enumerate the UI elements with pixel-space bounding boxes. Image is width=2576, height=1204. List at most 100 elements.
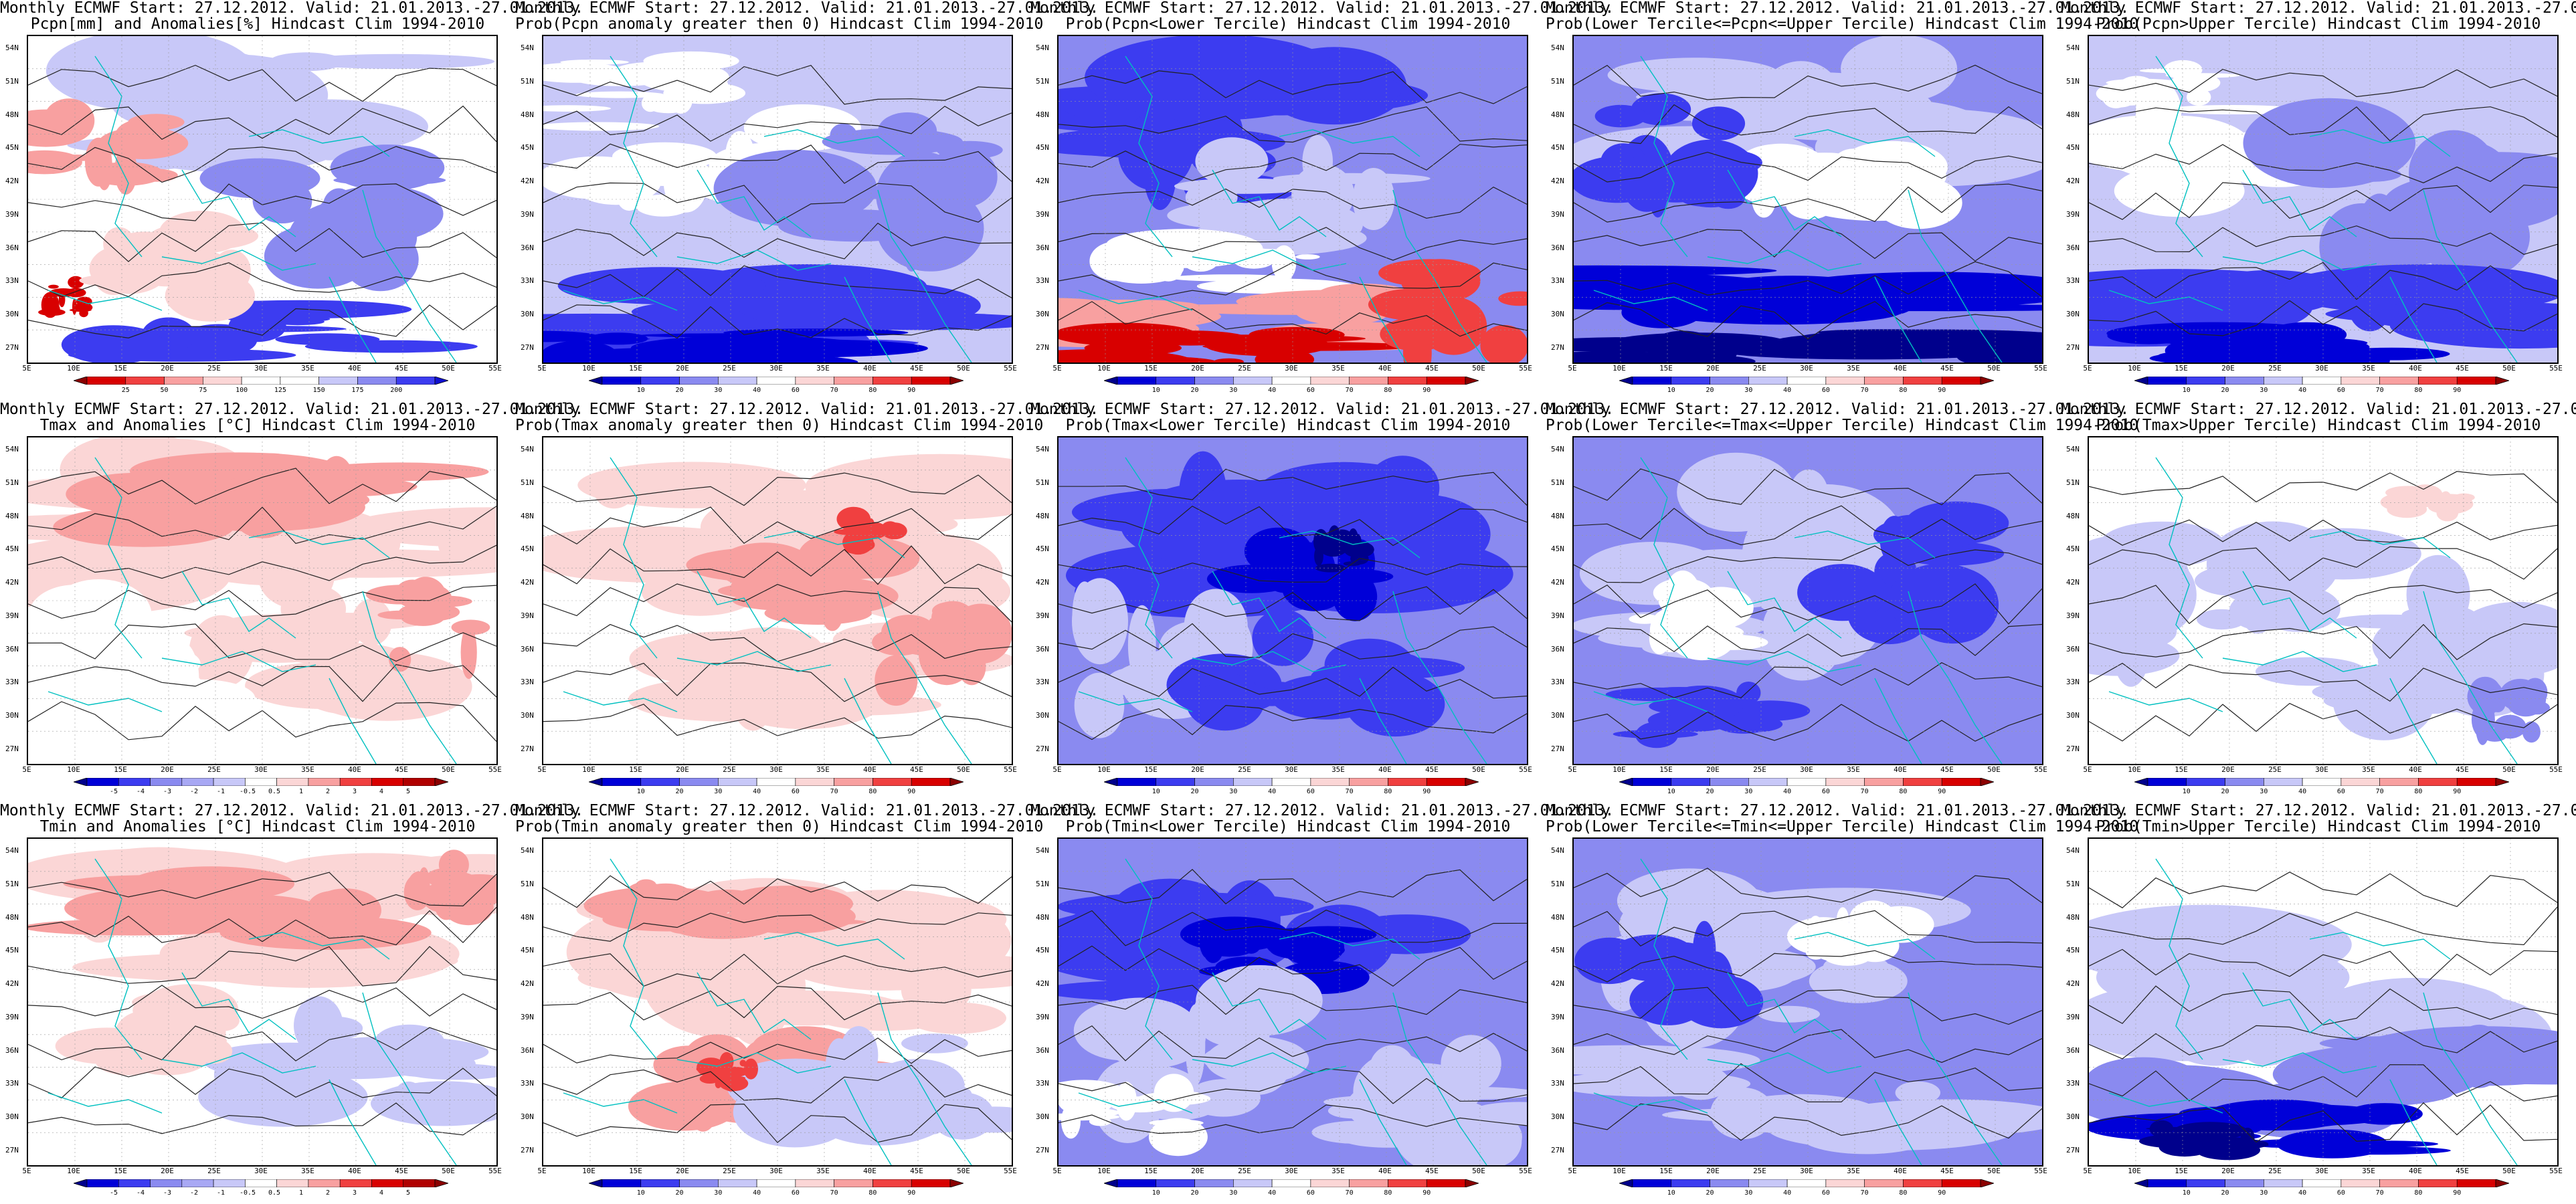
field-patch bbox=[543, 62, 628, 83]
panel-title-line2: Prob(Tmax>Upper Tercile) Hindcast Clim 1… bbox=[2096, 417, 2541, 434]
field-region bbox=[543, 51, 746, 114]
map-area bbox=[1572, 35, 2043, 364]
latitude-label: 30N bbox=[521, 711, 534, 720]
colorbar-segment bbox=[911, 376, 951, 385]
colorbar-segment bbox=[371, 777, 404, 787]
colorbar-tick-label: 70 bbox=[2375, 788, 2384, 795]
latitude-label: 42N bbox=[1036, 979, 1049, 989]
colorbar-segment bbox=[679, 1179, 719, 1188]
latitude-label: 48N bbox=[2066, 912, 2080, 922]
field-patch bbox=[48, 284, 59, 289]
contour-line bbox=[543, 106, 1012, 142]
colorbar-segment bbox=[834, 1179, 873, 1188]
latitude-label: 48N bbox=[1551, 912, 1564, 922]
colorbar-tick-label: 70 bbox=[1345, 788, 1354, 795]
colorbar-segment bbox=[1194, 777, 1234, 787]
longitude-label: 5E bbox=[1568, 364, 1577, 373]
contour-lines bbox=[1059, 468, 1527, 740]
field-patch bbox=[1413, 314, 1433, 348]
longitude-label: 25E bbox=[1753, 364, 1766, 373]
contour-line bbox=[1059, 262, 1527, 298]
longitude-label: 40E bbox=[348, 364, 361, 373]
colorbar-segment bbox=[2379, 1179, 2419, 1188]
coastline bbox=[2389, 1079, 2437, 1165]
field-patch bbox=[203, 1042, 374, 1080]
field-patch bbox=[198, 1067, 368, 1127]
field-patch bbox=[1629, 614, 1661, 624]
field-patch bbox=[1830, 924, 1890, 940]
field-patch bbox=[110, 636, 151, 713]
longitude-label: 20E bbox=[676, 364, 689, 373]
contour-lines bbox=[28, 64, 496, 338]
contour-line bbox=[1574, 261, 2042, 298]
longitude-label: 10E bbox=[67, 765, 80, 774]
contour-line bbox=[543, 182, 1012, 223]
longitude-label: 35E bbox=[816, 765, 830, 774]
latitude-label: 33N bbox=[5, 276, 19, 286]
colorbar bbox=[1618, 1177, 1995, 1188]
colorbar-segment bbox=[2418, 1179, 2458, 1188]
colorbar-segment bbox=[756, 1179, 796, 1188]
panel-title-line1: Monthly ECMWF Start: 27.12.2012. Valid: … bbox=[2061, 0, 2576, 17]
latitude-label: 42N bbox=[521, 979, 534, 989]
field-patch bbox=[1819, 150, 1938, 201]
longitude-label: 55E bbox=[1004, 765, 1017, 774]
latitude-label: 45N bbox=[1551, 143, 1564, 153]
field-patch bbox=[822, 128, 963, 155]
graticule bbox=[1059, 437, 1527, 764]
colorbar-arrow-left bbox=[1103, 777, 1118, 787]
longitude-label: 35E bbox=[1331, 364, 1345, 373]
contour-line bbox=[543, 583, 1012, 623]
colorbar-segment bbox=[1156, 376, 1195, 385]
longitude-label: 35E bbox=[2362, 1167, 2375, 1175]
panel-title: Monthly ECMWF Start: 27.12.2012. Valid: … bbox=[0, 401, 583, 433]
coastline bbox=[610, 858, 658, 1060]
field-patch bbox=[2347, 1026, 2557, 1086]
field-patch bbox=[1730, 700, 1811, 721]
colorbar-tick-label: 40 bbox=[753, 788, 761, 795]
longitude-label: 10E bbox=[2128, 1167, 2141, 1175]
colorbar-tick-label: -1 bbox=[216, 788, 225, 795]
longitude-label: 20E bbox=[161, 1167, 174, 1175]
map-svg bbox=[1059, 36, 1527, 363]
longitude-label: 40E bbox=[2409, 765, 2422, 774]
longitude-label: 40E bbox=[2409, 1167, 2422, 1175]
field-patch bbox=[1072, 489, 1284, 535]
contour-line bbox=[1059, 301, 1527, 337]
field-patch bbox=[684, 359, 815, 363]
longitude-label: 30E bbox=[1285, 765, 1298, 774]
field-patch bbox=[2385, 486, 2431, 500]
longitude-label: 50E bbox=[1987, 765, 2001, 774]
panel-title-line1: Monthly ECMWF Start: 27.12.2012. Valid: … bbox=[1546, 401, 2130, 418]
colorbar-tick-label: 20 bbox=[675, 1189, 684, 1197]
latitude-label: 54N bbox=[5, 43, 19, 52]
panel-title: Monthly ECMWF Start: 27.12.2012. Valid: … bbox=[1030, 401, 1614, 433]
colorbar-tick-label: 90 bbox=[1938, 788, 1946, 795]
colorbar-tick-label: 40 bbox=[1783, 387, 1792, 394]
latitude-label: 33N bbox=[521, 276, 534, 286]
latitude-label: 51N bbox=[2066, 76, 2080, 86]
field-patch bbox=[1350, 494, 1491, 575]
contour-line bbox=[2089, 985, 2557, 1025]
latitude-label: 36N bbox=[1036, 1045, 1049, 1055]
colorbar-tick-label: 20 bbox=[1706, 788, 1714, 795]
longitude-label: 30E bbox=[769, 364, 783, 373]
longitude-label: 50E bbox=[957, 765, 970, 774]
colorbar-tick-label: 90 bbox=[1938, 387, 1946, 394]
coastline bbox=[1640, 56, 1688, 258]
latitude-label: 39N bbox=[5, 209, 19, 219]
latitude-label: 39N bbox=[1551, 1012, 1564, 1021]
latitude-label: 27N bbox=[5, 343, 19, 352]
longitude-label: 15E bbox=[2175, 765, 2188, 774]
coastlines bbox=[563, 858, 972, 1165]
contour-line bbox=[28, 985, 496, 1019]
latitude-label: 48N bbox=[1036, 912, 1049, 922]
contour-line bbox=[1059, 704, 1527, 740]
colorbar-tick-label: 60 bbox=[791, 788, 800, 795]
colorbar-segment bbox=[2264, 1179, 2303, 1188]
field-patch bbox=[28, 109, 92, 147]
longitude-label: 45E bbox=[395, 765, 408, 774]
coastline bbox=[48, 691, 163, 712]
colorbar-tick-label: 150 bbox=[312, 387, 325, 394]
coastline bbox=[2389, 276, 2437, 363]
